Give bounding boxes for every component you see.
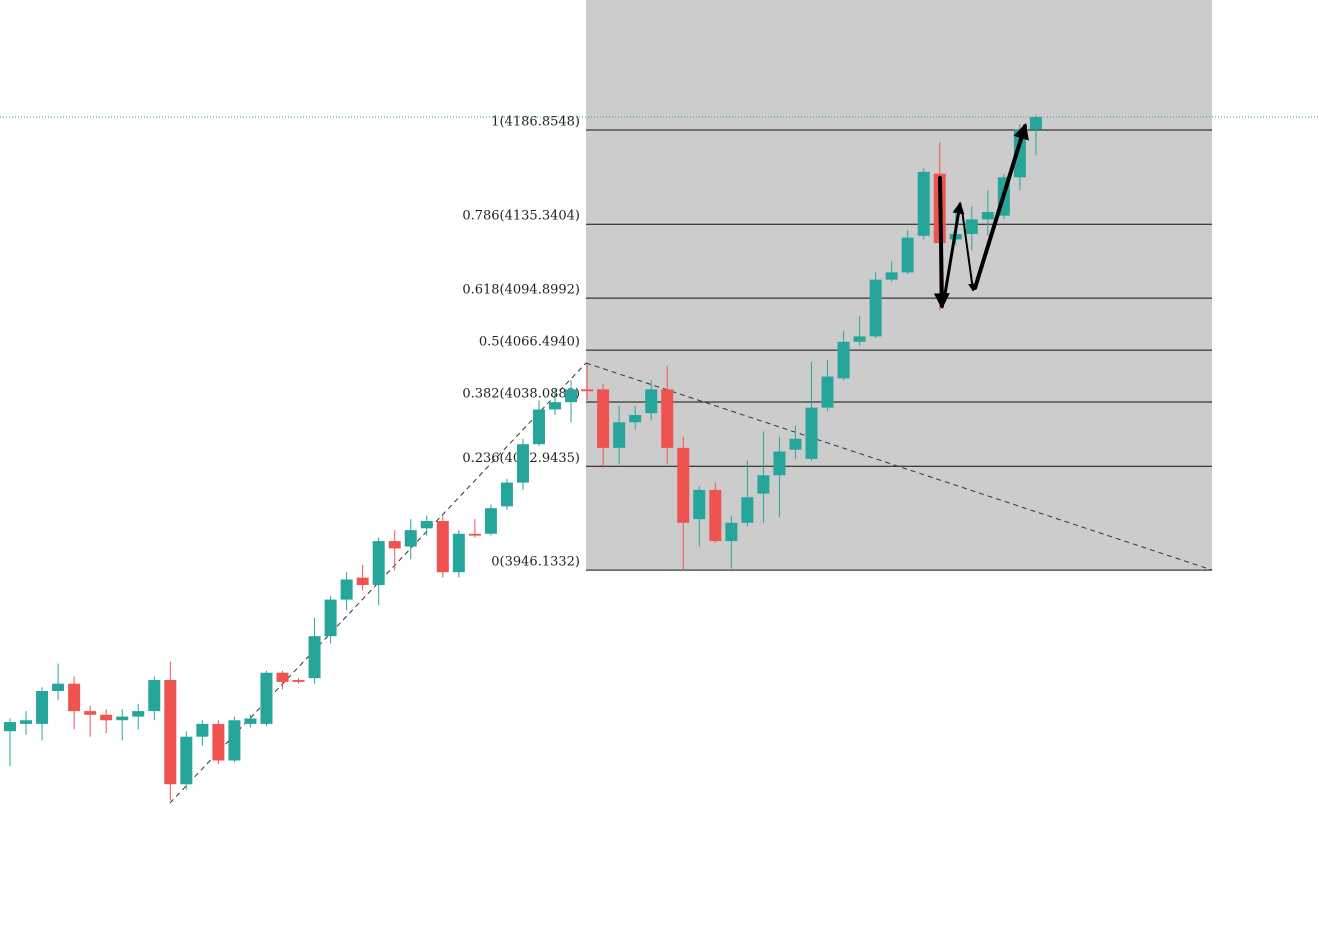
candle-body	[212, 723, 225, 761]
candle-body	[1029, 116, 1042, 130]
candle-body	[597, 389, 610, 448]
candle-body	[516, 444, 529, 483]
candle-body	[645, 389, 658, 414]
candle-body	[613, 422, 626, 448]
candle-body	[276, 672, 289, 682]
candle-body	[901, 237, 914, 273]
candle-body	[404, 530, 417, 547]
candle-body	[725, 522, 738, 542]
candle-body	[164, 680, 177, 785]
candle-body	[565, 389, 578, 403]
candle-body	[468, 533, 481, 536]
candle-body	[84, 711, 97, 715]
candle-body	[757, 475, 770, 494]
candle-body	[196, 723, 209, 737]
candle-body	[132, 711, 145, 717]
arrow	[933, 176, 950, 310]
candle-body	[773, 451, 786, 476]
fib-level-label: 0.618(4094.8992)	[462, 283, 580, 298]
candle-body	[20, 720, 33, 724]
fib-level-label: 1(4186.8548)	[491, 115, 580, 130]
candle-body	[420, 520, 433, 529]
candle-body	[500, 482, 513, 507]
fib-level-label: 0.786(4135.3404)	[462, 209, 580, 224]
candle-body	[308, 636, 321, 679]
fib-zone	[586, 0, 1212, 570]
zigzag-arrows	[933, 122, 1029, 310]
candle-body	[709, 489, 722, 542]
candle-body	[853, 336, 866, 342]
candle-body	[148, 680, 161, 712]
candle-body	[340, 579, 353, 600]
candle-body	[981, 212, 994, 220]
trend-line	[585, 362, 1213, 571]
candle-body	[965, 219, 978, 234]
candle-body	[372, 541, 385, 585]
candle-body	[244, 718, 257, 724]
candle-body	[388, 541, 401, 549]
candles	[4, 115, 1042, 801]
candle-body	[741, 497, 754, 523]
candle-body	[484, 508, 497, 534]
candle-body	[1013, 129, 1026, 178]
candle-body	[116, 716, 129, 721]
fib-level-label: 0(3946.1332)	[491, 555, 580, 570]
candle-body	[436, 520, 449, 573]
candle-body	[532, 409, 545, 445]
candle-body	[581, 389, 594, 392]
candle-body	[629, 414, 642, 423]
candle-body	[100, 714, 113, 721]
arrow	[973, 122, 1029, 290]
candle-body	[789, 438, 802, 450]
candle-body	[837, 341, 850, 379]
arrow	[942, 201, 965, 302]
arrow	[961, 209, 977, 292]
candle-body	[36, 690, 49, 724]
candle-body	[917, 171, 930, 236]
candle-body	[885, 272, 898, 280]
fib-level-label: 0.5(4066.4940)	[479, 335, 580, 350]
candle-body	[661, 389, 674, 448]
candle-body	[68, 683, 81, 712]
candle-body	[324, 599, 337, 637]
candle-body	[452, 533, 465, 573]
fib-level-label: 0.382(4038.0889)	[462, 387, 580, 402]
candle-body	[869, 279, 882, 337]
candle-body	[821, 376, 834, 408]
candle-body	[52, 683, 65, 691]
candle-body	[180, 736, 193, 785]
candle-body	[4, 722, 16, 732]
candle-body	[677, 447, 690, 523]
candle-body	[549, 402, 562, 410]
candle-body	[260, 672, 273, 724]
candle-body	[805, 407, 818, 459]
candle-body	[356, 577, 369, 585]
candle-body	[693, 489, 706, 520]
candle-body	[292, 680, 305, 682]
candle-body	[228, 720, 241, 761]
